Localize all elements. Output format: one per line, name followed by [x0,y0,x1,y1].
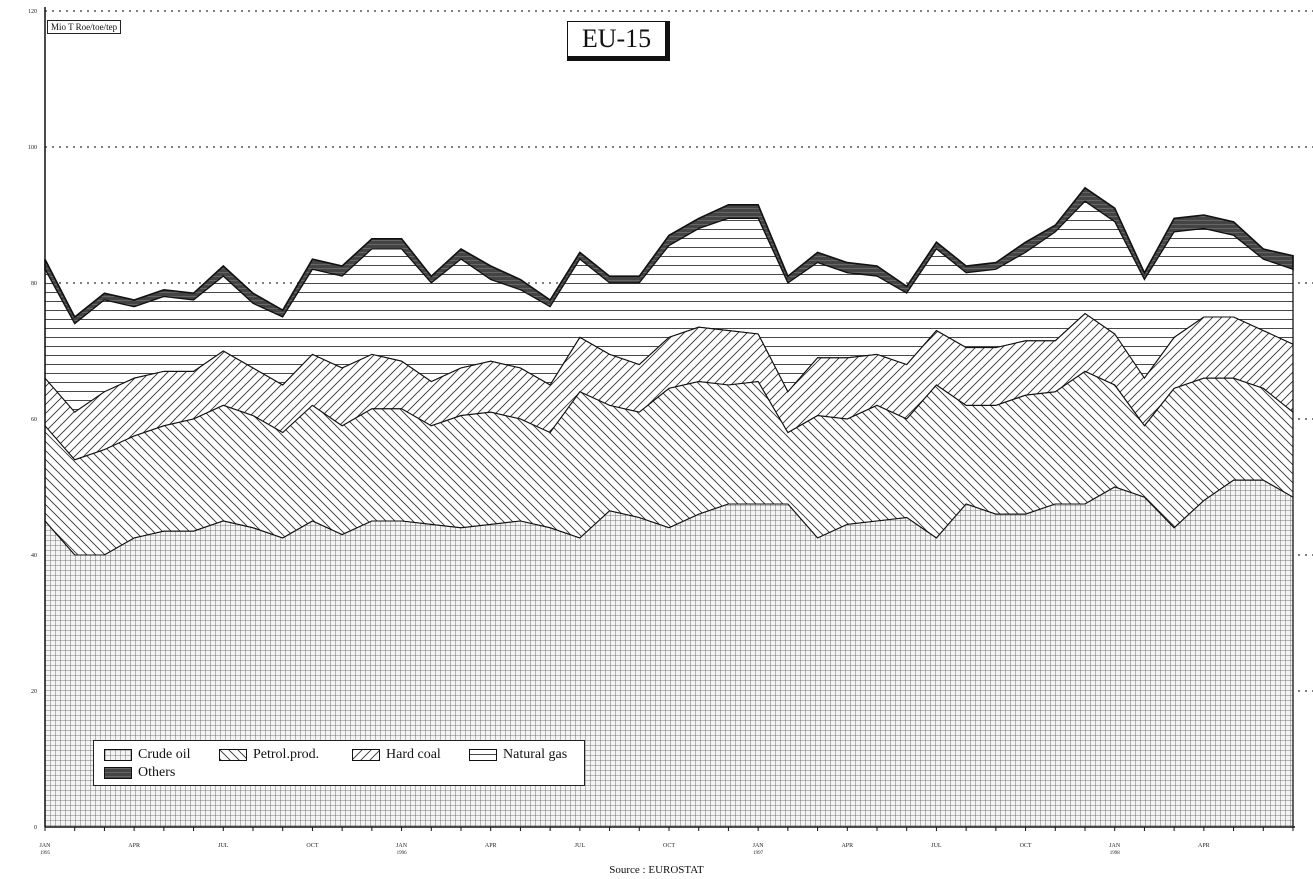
legend-item-hard-coal: Hard coal [352,747,441,763]
legend-swatch-natural-gas [469,749,497,761]
chart-title-box: EU-15 [567,21,670,61]
legend-swatch-petrol-prod [219,749,247,761]
legend-swatch-hard-coal [352,749,380,761]
y-tick-label: 40 [31,553,37,559]
x-tick-label: JUL [218,843,229,849]
y-tick-label: 100 [28,145,37,151]
x-tick-label: APR [485,843,497,849]
x-tick-label: JAN [396,843,408,849]
x-tick-label: OCT [1020,843,1032,849]
y-axis-unit-label: Mio T Roe/toe/tep [47,20,122,34]
x-tick-label: APR [1198,843,1210,849]
legend-label-others: Others [138,765,176,780]
x-tick-label: JUL [931,843,942,849]
x-tick-label: JUL [575,843,586,849]
x-tick-label: JAN [1109,843,1121,849]
axes: 0 20 40 60 80 100 120 JAN 1995 APR JUL OCT JAN 1996 AP… [28,7,1295,856]
legend-item-petrol-prod: Petrol.prod. [219,747,319,763]
legend-item-crude-oil: Crude oil [104,747,191,763]
legend-label-crude-oil: Crude oil [138,747,191,762]
x-tick-label: OCT [306,843,318,849]
x-tick-label: APR [841,843,853,849]
legend-item-natural-gas: Natural gas [469,747,567,763]
y-tick-label: 80 [31,281,37,287]
x-tick-year-label: 1996 [397,851,408,856]
chart-legend: Crude oil Petrol.prod. Hard coal Natural… [93,740,585,786]
x-tick-label: APR [128,843,140,849]
chart-title: EU-15 [567,21,666,57]
x-tick-year-label: 1998 [1110,851,1121,856]
stacked-areas [44,186,1294,828]
legend-swatch-others [104,767,132,779]
legend-item-others: Others [104,765,175,781]
legend-swatch-crude-oil [104,749,132,761]
y-tick-label: 120 [28,9,37,15]
x-tick-label: JAN [753,843,765,849]
y-tick-label: 60 [31,417,37,423]
x-tick-label: JAN [39,843,51,849]
legend-label-petrol-prod: Petrol.prod. [253,747,320,762]
x-tick-year-label: 1997 [753,851,764,856]
legend-label-natural-gas: Natural gas [503,747,568,762]
y-tick-label: 20 [31,689,37,695]
x-tick-year-label: 1995 [40,851,51,856]
x-tick-label: OCT [663,843,675,849]
source-note: Source : EUROSTAT [609,864,704,876]
y-tick-label: 0 [34,825,37,831]
legend-label-hard-coal: Hard coal [386,747,441,762]
